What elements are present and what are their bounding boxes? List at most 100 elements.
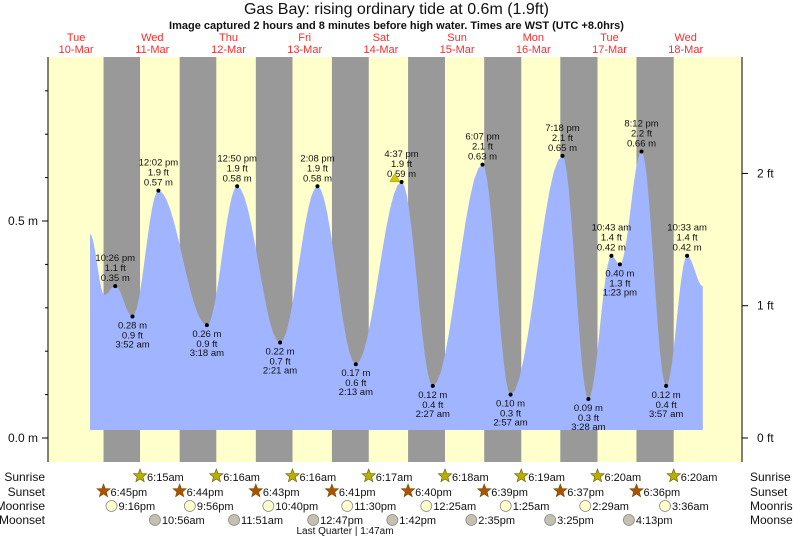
moonrise-time: 1:25am bbox=[513, 501, 550, 513]
day-label: Wed bbox=[141, 32, 163, 44]
tide-height-ft: 1.9 ft bbox=[391, 159, 412, 170]
day-label: Fri bbox=[298, 32, 311, 44]
date-label: 11-Mar bbox=[135, 44, 169, 56]
right-tick-label: 2 ft bbox=[757, 166, 774, 180]
moonrise-icon bbox=[262, 500, 275, 512]
sunset-time: 6:36pm bbox=[643, 487, 680, 499]
tide-time: 2:21 am bbox=[263, 366, 297, 377]
low-tide-point bbox=[430, 383, 435, 388]
tide-time: 10:26 pm bbox=[95, 253, 135, 264]
moonrise-icon bbox=[341, 500, 354, 512]
sunset-icon bbox=[400, 483, 416, 498]
sunset-icon bbox=[552, 483, 568, 498]
tide-height-m: 0.12 m bbox=[418, 390, 447, 401]
moonrise-time: 10:40pm bbox=[275, 501, 318, 513]
date-label: 12-Mar bbox=[211, 44, 246, 56]
tide-time: 8:12 pm bbox=[624, 119, 658, 130]
sunset-time: 6:40pm bbox=[415, 487, 452, 499]
moonrise-time: 9:56pm bbox=[197, 501, 234, 513]
high-tide-point bbox=[315, 184, 320, 189]
tide-height-m: 0.10 m bbox=[496, 399, 525, 410]
sunrise-icon bbox=[208, 468, 224, 483]
moonset-time: 12:47pm bbox=[320, 515, 363, 527]
date-label: 10-Mar bbox=[59, 44, 94, 56]
tide-time: 3:28 am bbox=[571, 422, 605, 433]
sunrise-row-label: Sunrise bbox=[4, 470, 45, 484]
date-label: 15-Mar bbox=[440, 44, 475, 56]
moonrise-time: 9:16pm bbox=[119, 501, 156, 513]
sunset-icon bbox=[248, 483, 264, 498]
sunset-time: 6:43pm bbox=[263, 487, 300, 499]
tide-height-m: 0.26 m bbox=[192, 329, 221, 340]
tide-height-ft: 0.3 ft bbox=[578, 413, 599, 424]
tide-height-ft: 0.4 ft bbox=[656, 400, 677, 411]
sunrise-time: 6:16am bbox=[223, 472, 260, 484]
sunset-time: 6:41pm bbox=[339, 487, 376, 499]
sunrise-icon bbox=[284, 468, 301, 483]
sunset-time: 6:39pm bbox=[491, 487, 528, 499]
right-tick-label: 1 ft bbox=[757, 299, 774, 313]
tide-height-m: 0.28 m bbox=[118, 320, 147, 331]
tide-height-ft: 0.9 ft bbox=[196, 339, 217, 350]
sunrise-icon bbox=[513, 468, 529, 483]
tide-time: 3:18 am bbox=[190, 348, 224, 359]
day-label: Sun bbox=[447, 32, 467, 44]
sunset-icon bbox=[628, 483, 644, 498]
moonrise-time: 2:29am bbox=[592, 501, 629, 513]
tide-time: 12:02 pm bbox=[139, 158, 179, 169]
moonset-icon bbox=[622, 514, 635, 526]
date-label: 17-Mar bbox=[592, 44, 627, 56]
moonset-icon bbox=[465, 514, 478, 526]
moonrise-icon bbox=[105, 500, 118, 512]
date-label: 16-Mar bbox=[516, 44, 551, 56]
tide-height-ft: 1.9 ft bbox=[307, 163, 328, 174]
moonrise-icon bbox=[499, 500, 512, 512]
tide-time: 10:43 am bbox=[592, 223, 632, 234]
sunset-time: 6:44pm bbox=[187, 487, 224, 499]
tide-height-ft: 2.1 ft bbox=[552, 133, 573, 144]
moonset-time: 2:35pm bbox=[478, 515, 515, 527]
day-label: Wed bbox=[674, 32, 696, 44]
moonrise-icon bbox=[420, 500, 433, 512]
sunrise-time: 6:19am bbox=[528, 472, 565, 484]
tide-height-m: 0.59 m bbox=[387, 169, 416, 180]
left-tick-label: 0.0 m bbox=[8, 431, 38, 445]
moonset-icon bbox=[307, 514, 320, 526]
tide-time: 3:57 am bbox=[649, 409, 683, 420]
date-label: 14-Mar bbox=[363, 44, 398, 56]
tide-height-m: 0.42 m bbox=[597, 243, 626, 254]
tide-height-m: 0.40 m bbox=[605, 268, 634, 279]
left-tick-label: 0.5 m bbox=[8, 214, 38, 228]
sunrise-time: 6:16am bbox=[299, 472, 336, 484]
sunset-icon bbox=[476, 483, 492, 498]
tide-time: 4:37 pm bbox=[384, 149, 418, 160]
day-label: Sat bbox=[373, 32, 390, 44]
tide-height-ft: 1.9 ft bbox=[148, 168, 169, 179]
moonset-time: 1:42pm bbox=[399, 515, 436, 527]
high-tide-point bbox=[156, 188, 161, 193]
high-tide-point bbox=[480, 162, 485, 167]
moonrise-icon bbox=[579, 500, 592, 512]
tide-height-m: 0.58 m bbox=[303, 173, 332, 184]
tide-height-m: 0.65 m bbox=[548, 143, 577, 154]
tide-height-ft: 0.4 ft bbox=[422, 400, 443, 411]
tide-time: 3:52 am bbox=[115, 339, 149, 350]
tide-height-m: 0.66 m bbox=[627, 139, 656, 150]
chart-subtitle: Image captured 2 hours and 8 minutes bef… bbox=[169, 20, 624, 32]
tide-height-ft: 1.4 ft bbox=[601, 233, 622, 244]
high-tide-point bbox=[639, 149, 644, 154]
sunrise-time: 6:20am bbox=[681, 472, 718, 484]
moonrise-time: 12:25am bbox=[433, 501, 476, 513]
moonrise-time: 3:36am bbox=[672, 501, 709, 513]
sunrise-icon bbox=[666, 468, 682, 483]
low-tide-point bbox=[204, 323, 209, 328]
tide-time: 2:08 pm bbox=[300, 153, 334, 164]
tide-area bbox=[90, 151, 703, 430]
high-tide-point bbox=[235, 184, 240, 189]
sunset-time: 6:45pm bbox=[111, 487, 148, 499]
high-tide-point bbox=[113, 284, 118, 289]
tide-time: 12:50 pm bbox=[217, 153, 257, 164]
moonrise-row-label: Moonrise bbox=[0, 499, 45, 513]
low-tide-point bbox=[586, 396, 591, 401]
tide-height-m: 0.22 m bbox=[266, 347, 295, 358]
